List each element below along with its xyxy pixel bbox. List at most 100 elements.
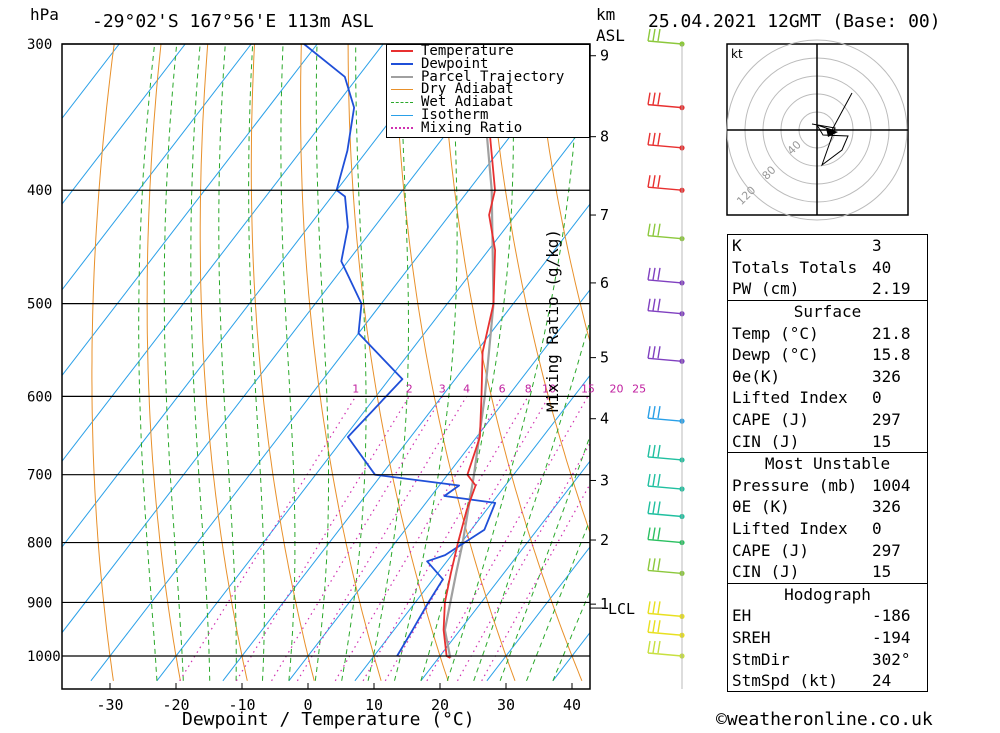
wind-barb-flag	[647, 640, 651, 654]
wet-adiabat-line	[394, 44, 458, 681]
isotherm-line	[62, 44, 450, 548]
wind-barb-flag	[657, 473, 661, 487]
footer-credit: ©weatheronline.co.uk	[716, 709, 933, 730]
wind-barb-flag	[647, 473, 651, 487]
isotherm-line	[0, 44, 53, 681]
mixing-ratio-line	[179, 395, 357, 682]
dry-adiabat-line	[199, 44, 248, 681]
surface-row-cin: CIN (J) 15	[732, 431, 892, 451]
wind-barb-flag	[657, 298, 661, 311]
wind-barb-flag	[657, 346, 661, 359]
wind-barb	[647, 527, 685, 546]
legend-item-dry-adiabat: Dry Adiabat	[387, 83, 589, 96]
mu-row-cin: CIN (J) 15	[732, 562, 892, 582]
wind-barb	[647, 601, 685, 619]
mixing-ratio-label: 4	[463, 382, 470, 395]
wind-barb-staff	[647, 485, 683, 490]
pressure-tick-label: 900	[27, 595, 52, 611]
dry-adiabat-line	[394, 44, 516, 681]
wind-barb-flag	[657, 92, 661, 105]
hodo-row-sreh: SREH -194	[732, 627, 911, 647]
wind-barb-staff	[647, 512, 683, 518]
wind-barb-flag	[647, 132, 651, 145]
hodo-row-eh: EH -186	[732, 606, 911, 626]
wind-barb-flag	[652, 132, 656, 145]
wet-adiabat-line	[420, 44, 514, 681]
hodograph-unit-label: kt	[731, 47, 743, 61]
legend-item-dewpoint: Dewpoint	[387, 57, 589, 71]
wind-barb-staff	[647, 144, 683, 149]
wet-adiabat-line	[367, 44, 409, 681]
wind-barb-flag	[657, 501, 661, 514]
isotherm-line	[90, 44, 582, 682]
mu-row-li: Lifted Index 0	[732, 519, 882, 539]
wind-barb-staff	[647, 103, 683, 109]
surface-row-temp: Temp (°C) 21.8	[732, 323, 911, 343]
dry-adiabat-line	[488, 44, 590, 534]
km-tick-label: 8	[600, 128, 609, 146]
isotherm-line	[222, 203, 590, 682]
isotherm-line	[354, 374, 590, 682]
wind-barb-flag	[657, 620, 661, 633]
wind-barb-flag	[657, 132, 661, 145]
wind-barb	[647, 501, 685, 520]
surface-row-dewp: Dewp (°C) 15.8	[732, 345, 911, 365]
pressure-tick-label: 1000	[27, 649, 61, 665]
wind-barb-flag	[652, 175, 656, 188]
wind-barb	[647, 223, 685, 242]
wind-barb-flag	[647, 223, 651, 236]
wind-barb-flag	[652, 28, 656, 42]
wind-barb-flag	[652, 406, 656, 419]
wet-adiabat-line	[280, 44, 296, 681]
legend-item-wet-adiabat: Wet Adiabat	[387, 95, 589, 109]
wind-barb-flag	[652, 558, 656, 571]
asl-label: ASL	[596, 26, 625, 45]
mixing-ratio-label: 6	[499, 382, 506, 395]
x-tick-label: 0	[303, 696, 312, 714]
isotherm-line	[62, 44, 186, 205]
mixing-ratio-label: 20	[609, 382, 623, 395]
wind-barb-flag	[647, 620, 651, 633]
wind-barb-flag	[647, 527, 651, 540]
hodo-row-stmdir: StmDir 302°	[732, 649, 911, 669]
km-tick-label: 4	[600, 410, 609, 428]
wind-barb-flag	[657, 444, 661, 458]
wind-barb-flag	[652, 473, 656, 487]
wind-barb-flag	[647, 298, 651, 311]
wind-barb-flag	[657, 28, 661, 42]
wind-barb	[647, 298, 685, 317]
pressure-tick-label: 800	[27, 536, 52, 552]
mixing-ratio-line	[456, 441, 590, 682]
wind-barb-flag	[647, 601, 651, 614]
wind-barb-staff	[647, 279, 683, 284]
dewpoint-line	[303, 44, 497, 657]
hodograph-trace	[811, 92, 853, 167]
wet-adiabat-line	[138, 44, 158, 681]
mixing-ratio-line	[235, 395, 410, 682]
mixing-ratio-label: 1	[352, 382, 359, 395]
mixing-ratio-line	[271, 395, 443, 682]
wind-barb-flag	[652, 92, 656, 105]
wet-adiabat-line	[218, 44, 237, 681]
wind-barb-flag	[657, 640, 661, 654]
wind-barb	[647, 346, 685, 364]
mixing-ratio-line	[334, 395, 503, 682]
mixing-ratio-label: 10	[542, 382, 556, 395]
mixing-ratio-label: 2	[406, 382, 413, 395]
pressure-tick-label: 400	[27, 183, 52, 199]
wind-barb-flag	[657, 175, 661, 188]
pressure-tick-label: 300	[27, 37, 52, 53]
wind-barb-flag	[652, 223, 656, 236]
wind-barb-staff	[647, 357, 683, 362]
wind-barb	[647, 267, 685, 286]
x-tick-label: 40	[563, 696, 581, 714]
wet-adiabat-line	[190, 44, 211, 681]
mixing-ratio-label: 8	[525, 382, 532, 395]
temperature-line	[442, 44, 497, 659]
wet-adiabat-line	[473, 318, 590, 681]
km-tick-label: 5	[600, 349, 609, 367]
wind-barb	[647, 473, 685, 492]
wind-barb	[647, 132, 685, 151]
x-tick-label: -10	[228, 696, 255, 714]
